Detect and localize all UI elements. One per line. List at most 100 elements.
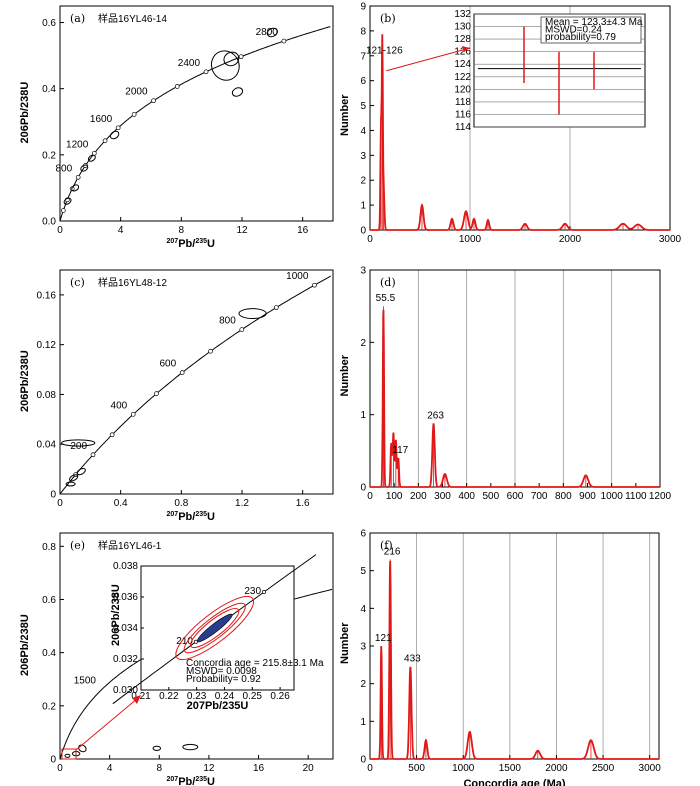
age-marker [281, 38, 287, 44]
error-ellipse [64, 753, 71, 758]
x-tick-label: 12 [236, 225, 248, 236]
peak-age-label: 121-126 [366, 45, 403, 56]
inset-stats-line: Concordia age = 215.8±3.1 Ma [186, 658, 324, 669]
inset-y-tick-label: 114 [455, 122, 471, 133]
panel-label: (a) [70, 12, 85, 25]
x-tick-label: 1000 [452, 763, 475, 774]
error-ellipse [87, 154, 96, 162]
inset-x-tick-label: 0.21 [131, 691, 151, 702]
y-tick-label: 0.2 [42, 701, 56, 712]
age-label: 800 [219, 316, 236, 327]
x-tick-label: 3000 [639, 763, 662, 774]
x-tick-label: 0 [57, 498, 63, 509]
error-ellipse [223, 51, 240, 67]
callout-arrowhead [462, 46, 470, 52]
inset-stats-line: MSWD=0.24 [545, 25, 602, 36]
inset-x-axis-title: 207Pb/235U [187, 700, 249, 712]
age-marker [151, 98, 156, 104]
y-tick-label: 7 [360, 51, 366, 62]
x-tick-label: 600 [507, 491, 524, 502]
inset-stats-box [540, 16, 642, 44]
panel-label: (b) [380, 12, 396, 25]
peak-age-label: 433 [404, 654, 421, 665]
inset-error-ellipse [190, 607, 240, 649]
age-marker [102, 138, 108, 144]
inset-age-label: 210 [176, 636, 193, 647]
x-tick-label: 500 [408, 763, 425, 774]
y-axis-title: 206Pb/238U [19, 82, 31, 144]
age-marker [238, 54, 244, 60]
y-tick-label: 0.16 [37, 290, 57, 301]
concordia-inset: 0.21 0.22 0.23 0.24 0.25 0.26 0.030 0.032 0.034 0… [61, 554, 324, 760]
age-label: 1200 [66, 139, 89, 150]
peak-age-label: 117 [392, 445, 408, 456]
sample-name: 样品16YL46-1 [98, 539, 162, 552]
x-tick-label: 2000 [545, 763, 568, 774]
inset-y-tick-label: 126 [454, 47, 471, 58]
probability-density-curve [370, 560, 659, 760]
x-tick-label: 20 [303, 763, 315, 774]
y-tick-label: 6 [360, 529, 366, 540]
x-tick-label: 1000 [601, 491, 624, 502]
panel-label: (d) [380, 276, 396, 289]
age-label: 1500 [74, 675, 97, 686]
age-marker [75, 174, 81, 180]
plot-frame [369, 532, 660, 760]
age-label: 1000 [286, 271, 309, 282]
error-ellipse [71, 184, 80, 192]
x-tick-label: 2500 [592, 763, 615, 774]
concordia-panel-c: 0 0.4 0.8 1.2 1.6 0 0.04 0.08 0.12 0.16 (c) 样品16YL4… [19, 269, 334, 523]
age-marker [203, 69, 209, 75]
age-marker [131, 112, 137, 117]
inset-y-tick-label: 0.038 [113, 561, 138, 572]
y-tick-label: 0 [50, 755, 56, 766]
concordia-panel-e: 0 4 8 12 16 20 0 0.2 0.4 0.6 0.8 (e) 样品16YL46-1 1500 2… [19, 532, 334, 786]
y-axis-title: Number [339, 354, 351, 396]
peak-age-label: 263 [427, 410, 444, 421]
x-tick-label: 0.8 [174, 498, 188, 509]
inset-y-tick-label: 118 [455, 97, 471, 108]
y-tick-label: 2 [360, 338, 366, 349]
panel-label: (e) [70, 539, 85, 552]
age-marker [130, 411, 136, 417]
inset-y-tick-label: 130 [454, 22, 471, 33]
callout-arrow [386, 47, 471, 72]
age-marker [239, 327, 245, 332]
inset-error-ellipse [183, 602, 246, 654]
x-axis-title: 207Pb/235U [167, 511, 216, 523]
y-axis-title: Number [339, 94, 351, 136]
y-axis-title: Number [339, 622, 351, 664]
x-tick-label: 3000 [659, 234, 682, 245]
inset-x-tick-label: 0.26 [270, 691, 290, 702]
y-tick-label: 0.8 [42, 542, 56, 553]
age-label: 1600 [90, 114, 113, 125]
y-tick-label: 0.6 [42, 18, 56, 29]
error-ellipse [69, 474, 79, 482]
x-tick-label: 700 [531, 491, 548, 502]
callout-arrowhead [132, 695, 141, 704]
inset-age-label: 230 [244, 586, 261, 597]
inset-stats-line: MSWD= 0.0098 [186, 666, 257, 677]
y-tick-label: 0 [360, 483, 366, 494]
error-ellipse [266, 27, 278, 38]
x-tick-label: 100 [386, 491, 403, 502]
inset-stats-line: Probability= 0.92 [186, 674, 261, 685]
x-tick-label: 1.6 [296, 498, 310, 509]
plot-frame [59, 269, 334, 495]
panel-label: (f) [380, 539, 393, 552]
age-label: 600 [159, 359, 176, 370]
x-tick-label: 400 [458, 491, 475, 502]
y-tick-label: 0 [360, 755, 366, 766]
x-tick-label: 0 [367, 763, 373, 774]
y-tick-label: 0 [360, 226, 366, 237]
x-tick-label: 4 [107, 763, 113, 774]
age-marker [115, 125, 121, 131]
peak-age-label: 121 [375, 633, 392, 644]
y-tick-label: 1 [360, 201, 366, 212]
y-tick-label: 4 [360, 126, 366, 137]
y-tick-label: 3 [360, 151, 366, 162]
inset-y-tick-label: 122 [454, 72, 471, 83]
x-tick-label: 4 [118, 225, 124, 236]
x-tick-label: 0 [57, 225, 63, 236]
